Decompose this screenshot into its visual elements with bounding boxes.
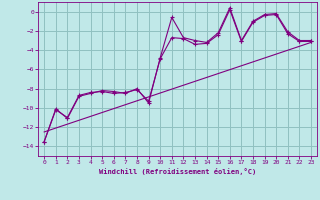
X-axis label: Windchill (Refroidissement éolien,°C): Windchill (Refroidissement éolien,°C) xyxy=(99,168,256,175)
